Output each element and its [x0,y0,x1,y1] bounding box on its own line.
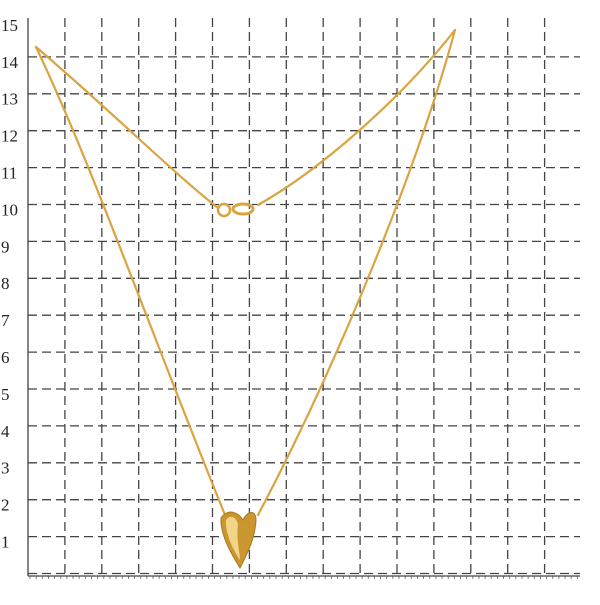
clasp [231,202,255,216]
ruler-label: 10 [1,200,18,219]
chain-back-right [256,28,457,207]
ruler-label: 15 [1,16,18,35]
ruler-label: 4 [1,422,10,441]
chain-left [34,45,227,517]
ruler-label: 5 [1,385,10,404]
ruler-label: 8 [1,274,10,293]
necklace [34,28,457,517]
ruler-label: 11 [1,164,17,183]
ruler-label: 6 [1,348,10,367]
ruler-label: 12 [1,127,18,146]
ruler-label: 1 [1,533,10,552]
ruler-label: 9 [1,237,10,256]
chain-right [256,28,457,517]
ruler-label: 14 [1,53,19,72]
ruler-label: 3 [1,459,10,478]
ruler-label: 2 [1,496,10,515]
heart-highlight [225,516,240,560]
ruler-label: 13 [1,90,18,109]
clasp-ring [216,202,232,218]
grid [28,18,580,579]
chain-back-left [34,45,220,210]
ruler-label: 7 [1,311,10,330]
